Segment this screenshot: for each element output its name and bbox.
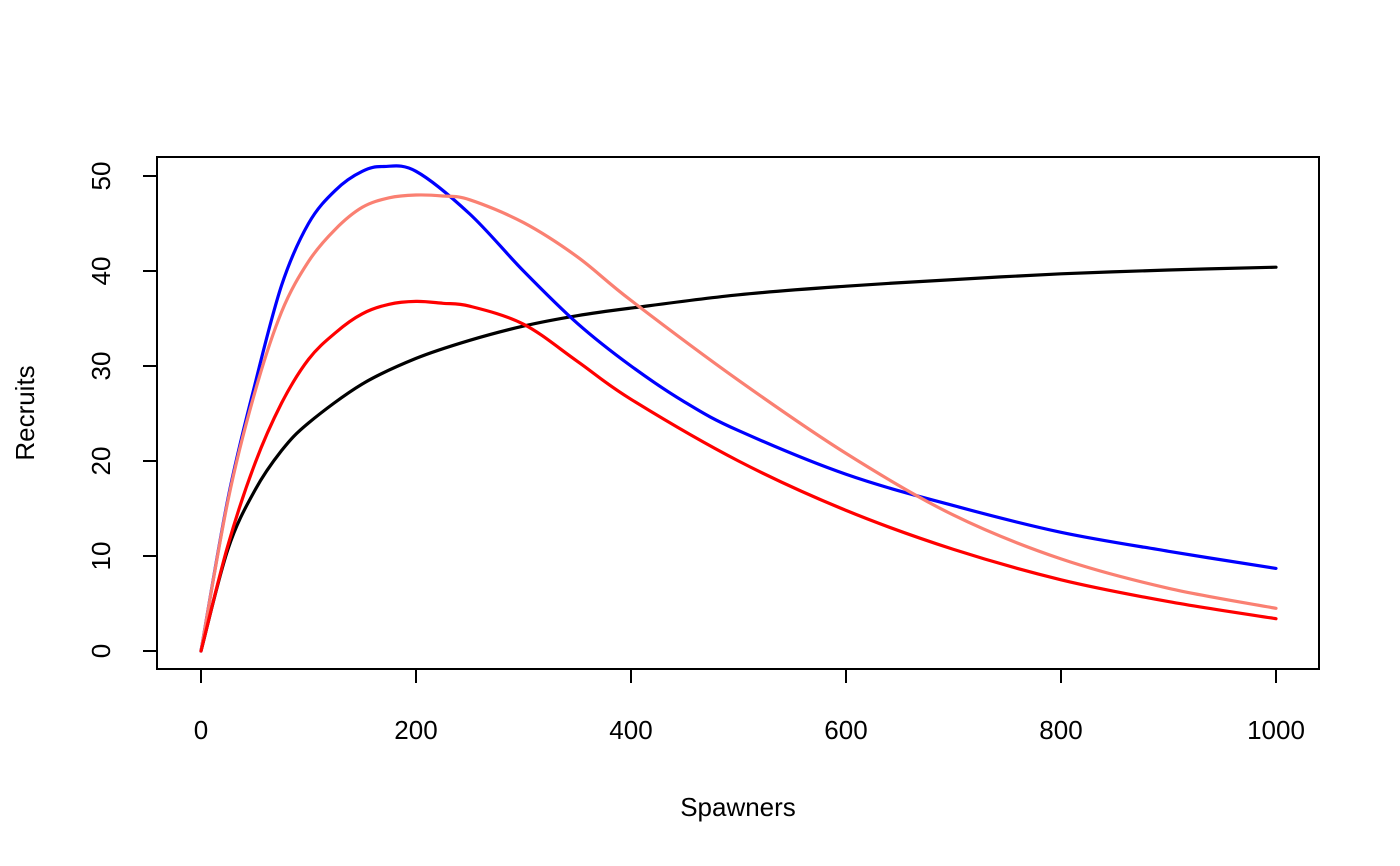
y-tick-label: 10 (86, 542, 116, 571)
series-line-4 (199, 299, 1278, 653)
x-tick-label: 200 (394, 715, 437, 745)
series-line-1 (199, 265, 1278, 653)
x-tick-label: 600 (824, 715, 867, 745)
x-axis-label: Spawners (680, 792, 796, 822)
y-tick-label: 0 (86, 644, 116, 658)
y-tick-label: 20 (86, 447, 116, 476)
y-axis-label: Recruits (10, 365, 40, 460)
y-tick-label: 30 (86, 352, 116, 381)
series-line-3 (199, 193, 1278, 653)
y-tick-label: 50 (86, 162, 116, 191)
y-tick-label: 40 (86, 257, 116, 286)
x-tick-label: 0 (194, 715, 208, 745)
x-tick-label: 400 (609, 715, 652, 745)
series-layer (199, 164, 1278, 653)
y-axis: 0 10 20 30 40 50 (86, 162, 158, 658)
x-axis: 0 200 400 600 800 1000 (194, 668, 1305, 745)
series-line-2 (199, 164, 1278, 653)
x-tick-label: 1000 (1247, 715, 1305, 745)
x-tick-label: 800 (1039, 715, 1082, 745)
